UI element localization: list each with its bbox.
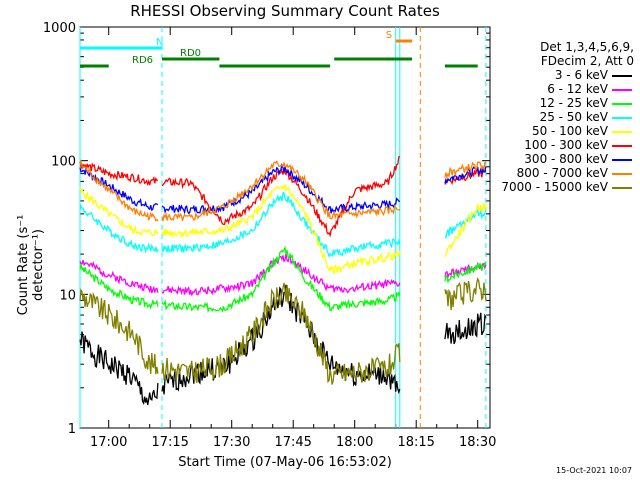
x-tick-label: 17:00 <box>90 435 127 450</box>
series-line-5 <box>79 155 487 238</box>
legend: 3 - 6 keV 6 - 12 keV 12 - 25 keV 25 - 50 ke… <box>486 68 636 194</box>
legend-item: 3 - 6 keV <box>486 68 636 82</box>
x-tick-label: 18:00 <box>336 435 373 450</box>
x-tick-label: 17:30 <box>213 435 250 450</box>
legend-label: 7000 - 15000 keV <box>501 180 608 194</box>
plot-frame <box>79 26 491 429</box>
x-axis-label: Start Time (07-May-06 16:53:02) <box>178 455 392 470</box>
legend-swatch <box>612 159 632 161</box>
legend-label: 12 - 25 keV <box>539 96 608 110</box>
y-tick-label: 1 <box>68 422 76 437</box>
legend-label: 300 - 800 keV <box>524 152 608 166</box>
legend-label: 25 - 50 keV <box>539 110 608 124</box>
legend-header-line-2: FDecim 2, Att 0 <box>540 54 634 68</box>
legend-item: 7000 - 15000 keV <box>486 180 636 194</box>
flag-label-rd0: RD0 <box>180 48 201 59</box>
legend-item: 25 - 50 keV <box>486 110 636 124</box>
legend-swatch <box>612 89 632 91</box>
legend-item: 100 - 300 keV <box>486 138 636 152</box>
timestamp: 15-Oct-2021 10:07 <box>556 466 632 475</box>
series-line-8 <box>79 276 487 385</box>
y-tick-label: 1000 <box>43 21 76 36</box>
x-tick-label: 18:15 <box>397 435 434 450</box>
legend-swatch <box>612 131 632 133</box>
series-line-2 <box>79 245 487 314</box>
flag-label-n: N <box>156 37 163 48</box>
legend-label: 100 - 300 keV <box>524 138 608 152</box>
x-tick-label: 18:30 <box>459 435 496 450</box>
legend-label: 6 - 12 keV <box>547 82 608 96</box>
flag-label-s: S <box>386 30 392 41</box>
legend-swatch <box>612 145 632 147</box>
legend-item: 6 - 12 keV <box>486 82 636 96</box>
x-tick-label: 17:15 <box>151 435 188 450</box>
legend-item: 50 - 100 keV <box>486 124 636 138</box>
legend-label: 800 - 7000 keV <box>516 166 608 180</box>
series-line-6 <box>79 163 487 215</box>
series-line-0 <box>79 284 487 406</box>
legend-swatch <box>612 117 632 119</box>
legend-label: 50 - 100 keV <box>531 124 608 138</box>
legend-swatch <box>612 173 632 175</box>
legend-item: 800 - 7000 keV <box>486 166 636 180</box>
legend-label: 3 - 6 keV <box>554 68 608 82</box>
chart-title: RHESSI Observing Summary Count Rates <box>130 2 440 20</box>
series-line-7 <box>79 158 487 223</box>
legend-swatch <box>612 187 632 189</box>
y-tick-label: 100 <box>51 155 76 170</box>
y-tick-label: 10 <box>59 288 76 303</box>
legend-swatch <box>612 75 632 77</box>
legend-item: 300 - 800 keV <box>486 152 636 166</box>
series-line-4 <box>79 184 487 276</box>
legend-header-line-1: Det 1,3,4,5,6,9, <box>540 40 634 54</box>
x-tick-label: 17:45 <box>274 435 311 450</box>
legend-swatch <box>612 103 632 105</box>
flag-label-rd6: RD6 <box>132 55 153 66</box>
legend-item: 12 - 25 keV <box>486 96 636 110</box>
